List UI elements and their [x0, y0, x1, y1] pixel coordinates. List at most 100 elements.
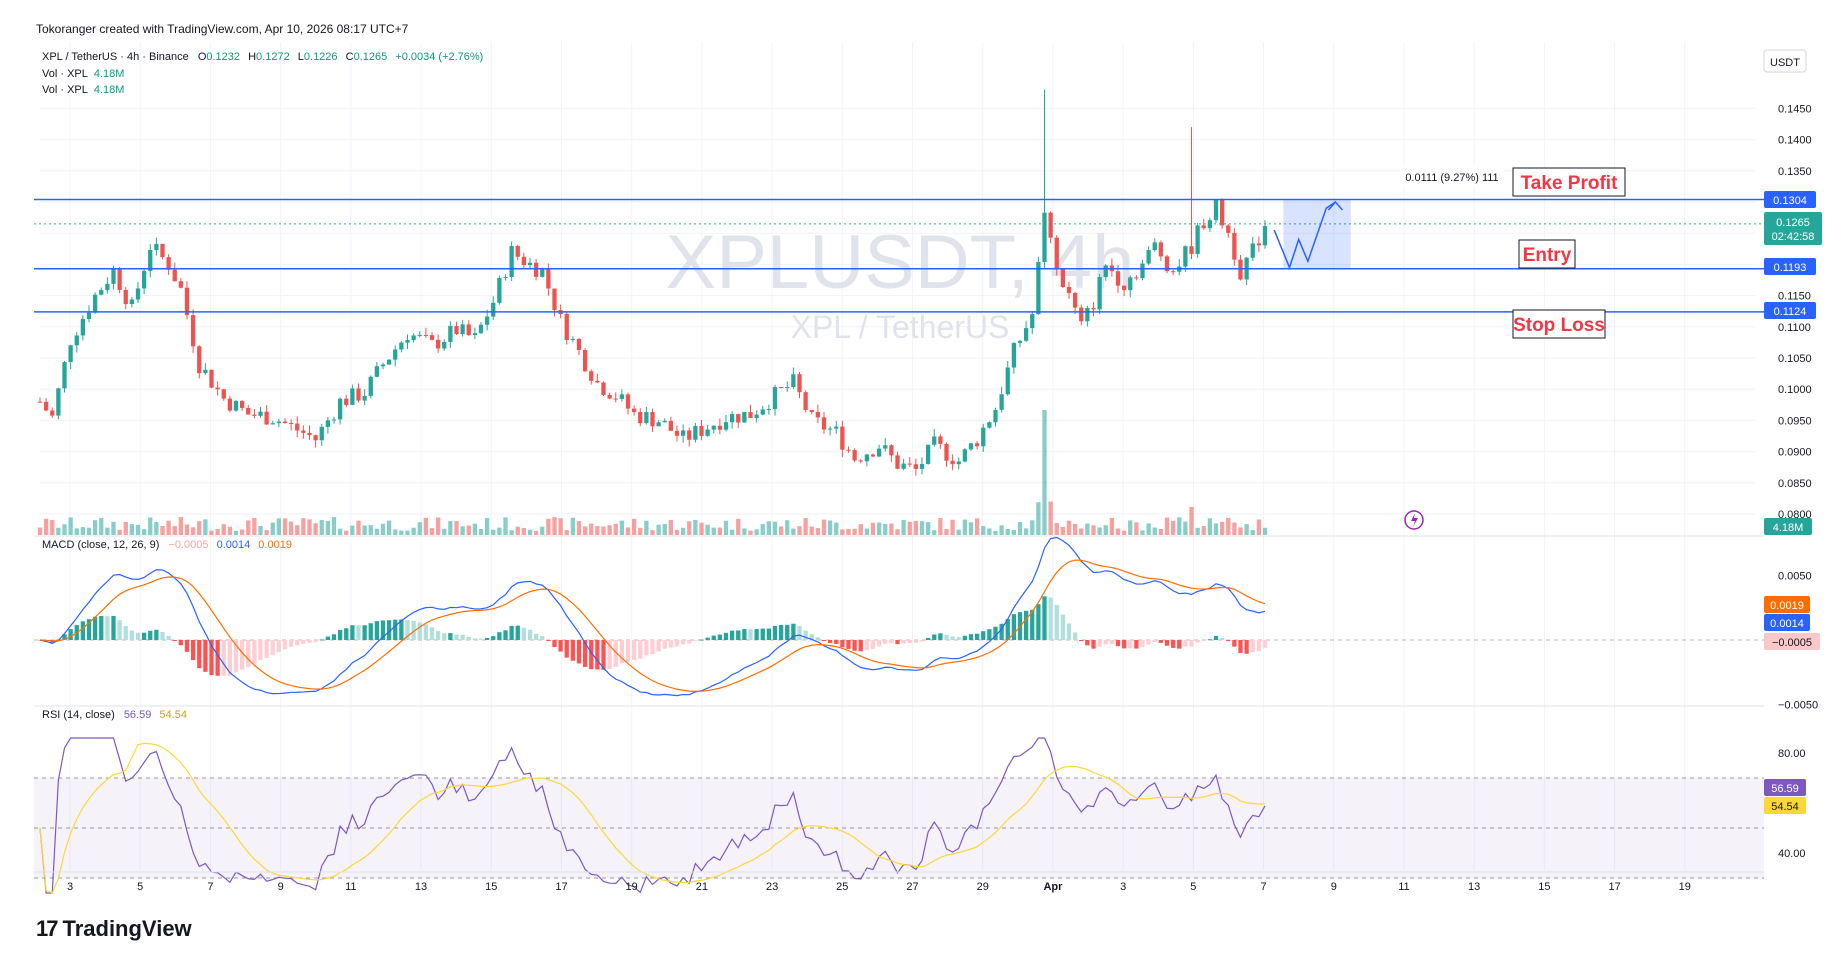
- macd-histogram-bar: [907, 640, 912, 643]
- macd-histogram-bar: [325, 636, 331, 640]
- volume-bar: [785, 520, 790, 535]
- candle-body: [1226, 225, 1231, 233]
- volume-bar: [1005, 528, 1010, 535]
- legend-volume-2: Vol · XPL 4.18M: [42, 84, 124, 96]
- macd-histogram-bar: [742, 629, 747, 640]
- volume-bar: [656, 524, 661, 535]
- candle-body: [1152, 242, 1157, 251]
- volume-bar: [491, 529, 496, 535]
- time-tick-label: 3: [1120, 881, 1126, 893]
- volume-bar: [215, 528, 220, 535]
- candle-body: [405, 340, 410, 343]
- macd-histogram-bar: [607, 640, 612, 669]
- volume-bar: [950, 519, 955, 535]
- macd-histogram-bar: [668, 640, 674, 648]
- macd-histogram-bar: [166, 636, 171, 640]
- macd-histogram-bar: [705, 637, 710, 640]
- volume-bar: [50, 520, 55, 535]
- tradingview-logo[interactable]: 17 TradingView: [36, 916, 192, 942]
- macd-histogram-bar: [693, 640, 698, 641]
- time-tick-label: 23: [766, 881, 778, 893]
- candle-body: [417, 334, 422, 336]
- volume-bar: [331, 517, 337, 535]
- volume-bar: [1219, 521, 1225, 535]
- time-tick-label: Apr: [1043, 881, 1063, 893]
- candle-body: [117, 268, 122, 290]
- alert-flash-icon[interactable]: [1404, 510, 1424, 530]
- macd-histogram-bar: [1164, 640, 1170, 646]
- macd-histogram-bar: [221, 640, 226, 676]
- macd-histogram-bar: [760, 628, 765, 640]
- svg-text:0.1193: 0.1193: [1774, 262, 1807, 274]
- macd-histogram-bar: [154, 629, 159, 640]
- macd-histogram-bar: [570, 640, 576, 661]
- candle-body: [331, 419, 337, 421]
- macd-histogram-bar: [344, 628, 349, 640]
- volume-bar: [974, 518, 980, 535]
- time-tick-label: 7: [207, 881, 213, 893]
- take-profit-label[interactable]: Take Profit: [1512, 167, 1626, 197]
- volume-bar: [938, 518, 943, 535]
- volume-bar: [674, 529, 680, 535]
- macd-histogram-bar: [656, 640, 661, 652]
- rsi-legend: RSI (14, close) 56.59 54.54: [42, 709, 187, 721]
- macd-histogram-bar: [491, 636, 496, 640]
- candle-body: [1134, 277, 1139, 279]
- volume-bar: [380, 523, 386, 535]
- volume-bar: [1017, 522, 1023, 535]
- candle-body: [552, 288, 557, 311]
- badge-volume: 4.18M: [1764, 518, 1812, 535]
- time-tick-label: 25: [836, 881, 848, 893]
- price-tick-label: 0.1400: [1778, 135, 1812, 147]
- candle-body: [809, 410, 814, 412]
- macd-histogram-bar: [981, 631, 986, 640]
- volume-bar: [399, 530, 404, 535]
- macd-histogram-bar: [778, 624, 784, 640]
- volume-bar: [680, 527, 686, 535]
- volume-bar: [1262, 527, 1268, 535]
- candle-body: [166, 257, 171, 270]
- price-tick-label: 0.1150: [1778, 291, 1811, 303]
- volume-bar: [1170, 520, 1176, 535]
- time-tick-label: 17: [1608, 881, 1620, 893]
- volume-bar: [92, 520, 98, 535]
- macd-histogram-bar: [864, 640, 870, 651]
- stop-loss-label[interactable]: Stop Loss: [1512, 309, 1606, 339]
- macd-histogram-bar: [772, 625, 778, 640]
- time-tick-label: 13: [415, 881, 427, 893]
- macd-histogram-bar: [558, 640, 563, 652]
- volume-bar: [999, 525, 1004, 535]
- entry-label[interactable]: Entry: [1518, 239, 1576, 269]
- volume-bar: [1048, 501, 1053, 535]
- volume-bar: [625, 527, 631, 535]
- candle-body: [282, 421, 288, 423]
- volume-bar: [852, 528, 857, 535]
- volume-bar: [325, 520, 331, 535]
- candle-body: [650, 412, 655, 427]
- volume-bar: [760, 524, 765, 535]
- volume-bar: [687, 521, 692, 535]
- rsi-tick-label: 40.00: [1778, 848, 1806, 860]
- candle-body: [307, 432, 312, 436]
- macd-histogram-bar: [62, 634, 67, 640]
- candle-body: [772, 387, 778, 409]
- currency-button[interactable]: USDT: [1763, 49, 1807, 73]
- macd-histogram-bar: [1232, 640, 1237, 647]
- macd-histogram-bar: [227, 640, 233, 676]
- macd-histogram-bar: [821, 640, 827, 642]
- macd-histogram-bar: [546, 640, 551, 641]
- volume-bar: [68, 517, 73, 535]
- macd-histogram-bar: [950, 636, 955, 640]
- macd-histogram-bar: [362, 625, 367, 640]
- candle-body: [723, 422, 729, 430]
- macd-histogram-bar: [68, 629, 73, 640]
- candle-body: [1103, 265, 1108, 278]
- volume-bar: [895, 529, 900, 535]
- candle-body: [50, 410, 55, 416]
- macd-histogram-bar: [840, 640, 845, 648]
- macd-histogram-bar: [552, 640, 557, 648]
- macd-histogram-bar: [1183, 640, 1188, 647]
- candle-body: [1085, 307, 1090, 322]
